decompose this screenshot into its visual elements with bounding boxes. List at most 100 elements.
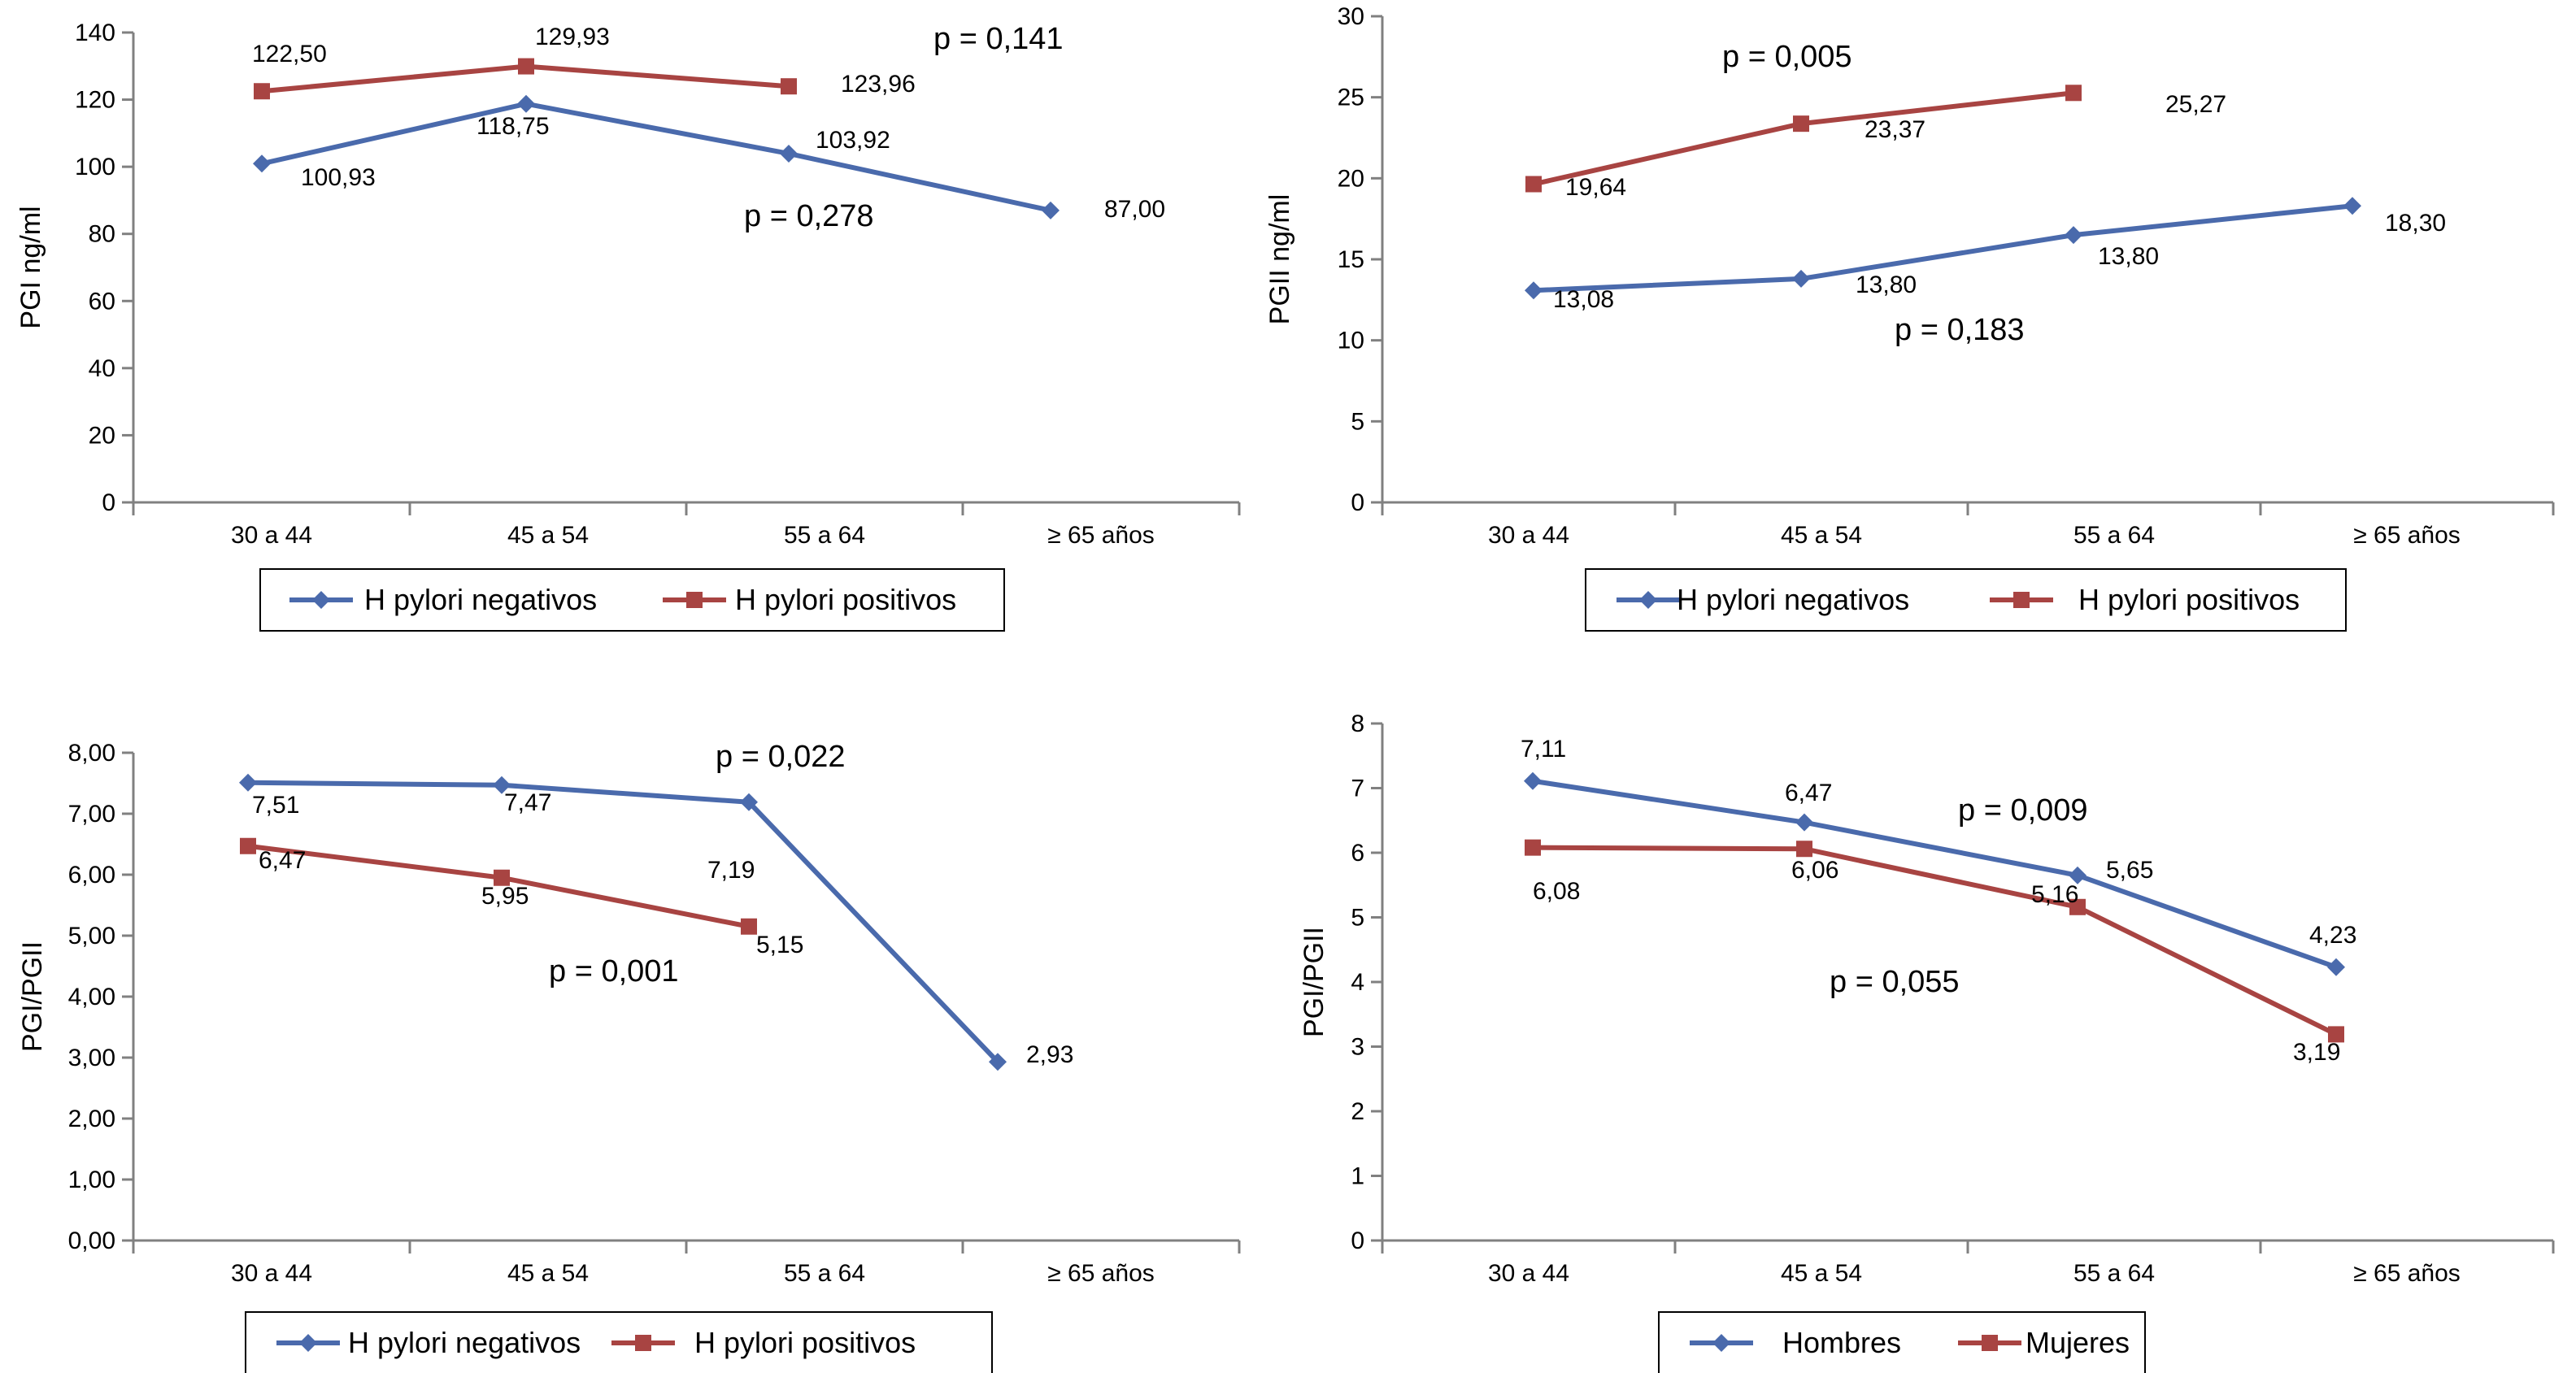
legend-box bbox=[1658, 1311, 2146, 1373]
y-tick-label: 5 bbox=[1351, 905, 1364, 932]
y-tick-label: 0 bbox=[1351, 489, 1364, 516]
data-point bbox=[741, 918, 757, 935]
legend-marker bbox=[299, 1334, 317, 1352]
data-label: 118,75 bbox=[476, 113, 550, 140]
legend-marker bbox=[635, 1335, 651, 1351]
series-line-2 bbox=[1533, 90, 2074, 187]
x-tick-label: 45 a 54 bbox=[1781, 522, 1862, 549]
p-value-annotation: p = 0,005 bbox=[1722, 40, 1852, 74]
y-tick-label: 10 bbox=[1338, 328, 1364, 354]
data-label: 87,00 bbox=[1104, 196, 1165, 223]
data-point bbox=[1042, 201, 1060, 219]
y-axis-title: PGI/PGII bbox=[1299, 927, 1329, 1037]
data-point bbox=[2069, 898, 2086, 915]
x-tick-label: 55 a 64 bbox=[784, 522, 865, 549]
legend-marker bbox=[2013, 592, 2030, 608]
p-value-annotation: p = 0,022 bbox=[716, 740, 846, 774]
data-point bbox=[253, 154, 271, 173]
data-point bbox=[1795, 813, 1813, 832]
data-point bbox=[494, 869, 510, 886]
data-label: 122,50 bbox=[252, 41, 327, 67]
legend-label: H pylori negativos bbox=[364, 583, 597, 616]
data-point bbox=[1793, 115, 1809, 133]
data-point bbox=[781, 78, 797, 95]
x-tick-label: ≥ 65 años bbox=[2353, 1260, 2461, 1287]
y-tick-label: 8 bbox=[1351, 710, 1364, 737]
data-point bbox=[2327, 958, 2345, 976]
data-point bbox=[254, 83, 270, 100]
legend-box bbox=[1585, 568, 2347, 632]
data-point bbox=[493, 776, 511, 794]
legend-label: H pylori negativos bbox=[348, 1326, 581, 1359]
y-tick-label: 140 bbox=[75, 20, 115, 46]
data-label: 7,51 bbox=[252, 792, 299, 819]
data-point bbox=[740, 793, 758, 811]
data-label: 5,65 bbox=[2106, 857, 2153, 884]
legend-label: Mujeres bbox=[2026, 1326, 2130, 1359]
legend-marker bbox=[1639, 591, 1657, 609]
x-tick-label: 55 a 64 bbox=[784, 1260, 865, 1287]
y-tick-label: 0 bbox=[102, 489, 115, 516]
data-label: 6,47 bbox=[1785, 780, 1832, 806]
data-label: 7,47 bbox=[504, 789, 551, 816]
data-label: 23,37 bbox=[1865, 116, 1925, 143]
y-tick-label: 20 bbox=[1338, 165, 1364, 192]
data-label: 5,15 bbox=[756, 932, 803, 958]
series-line-1 bbox=[261, 101, 1051, 213]
y-tick-label: 25 bbox=[1338, 85, 1364, 111]
data-label: 2,93 bbox=[1026, 1041, 1073, 1068]
x-tick-label: 45 a 54 bbox=[507, 522, 589, 549]
y-tick-label: 5,00 bbox=[68, 923, 115, 949]
data-label: 5,95 bbox=[481, 883, 529, 910]
data-label: 7,11 bbox=[1521, 736, 1566, 763]
data-point bbox=[1792, 269, 1810, 288]
data-label: 19,64 bbox=[1565, 174, 1626, 201]
y-tick-label: 15 bbox=[1338, 246, 1364, 273]
data-label: 4,23 bbox=[2309, 922, 2356, 949]
data-point bbox=[239, 773, 257, 792]
y-tick-label: 7 bbox=[1351, 776, 1364, 802]
data-label: 25,27 bbox=[2165, 91, 2226, 118]
series-line-1 bbox=[1533, 203, 2353, 293]
legend-box bbox=[259, 568, 1005, 632]
data-point bbox=[2065, 85, 2082, 102]
p-value-annotation: p = 0,183 bbox=[1895, 313, 2025, 347]
data-label: 129,93 bbox=[535, 24, 610, 50]
data-label: 13,80 bbox=[2098, 243, 2159, 270]
data-label: 13,80 bbox=[1856, 272, 1917, 298]
y-tick-label: 0,00 bbox=[68, 1227, 115, 1254]
y-tick-label: 40 bbox=[89, 355, 115, 382]
legend-marker bbox=[1982, 1335, 1998, 1351]
data-label: 18,30 bbox=[2385, 210, 2446, 237]
series-line-1 bbox=[1532, 778, 2338, 970]
p-value-annotation: p = 0,055 bbox=[1830, 965, 1960, 999]
legend-label: Hombres bbox=[1782, 1326, 1901, 1359]
y-tick-label: 100 bbox=[75, 154, 115, 180]
chart-1: 0 20 40 60 80 100 120 140 30 a 44 45 a 54 55 a 64 ≥… bbox=[15, 20, 1241, 632]
data-point bbox=[2065, 226, 2082, 245]
data-label: 6,06 bbox=[1791, 857, 1838, 884]
x-tick-label: 55 a 64 bbox=[2073, 522, 2155, 549]
y-tick-label: 7,00 bbox=[68, 801, 115, 828]
y-tick-label: 30 bbox=[1338, 3, 1364, 30]
x-tick-label: 30 a 44 bbox=[231, 1260, 312, 1287]
chart-2: 0 5 10 15 20 25 30 30 a 44 45 a 54 55 a 64 ≥ 65 añ… bbox=[1264, 3, 2555, 632]
data-point bbox=[1525, 839, 1541, 856]
data-label: 3,19 bbox=[2293, 1039, 2340, 1066]
p-value-annotation: p = 0,001 bbox=[549, 954, 679, 988]
data-label: 7,19 bbox=[707, 857, 755, 884]
y-tick-label: 4 bbox=[1351, 969, 1364, 996]
x-tick-label: 55 a 64 bbox=[2073, 1260, 2155, 1287]
y-tick-label: 1,00 bbox=[68, 1167, 115, 1193]
y-tick-label: 2,00 bbox=[68, 1106, 115, 1132]
x-tick-label: ≥ 65 años bbox=[1047, 522, 1155, 549]
y-tick-label: 6 bbox=[1351, 840, 1364, 867]
data-point bbox=[780, 144, 798, 163]
y-tick-label: 3 bbox=[1351, 1034, 1364, 1061]
data-point bbox=[518, 58, 534, 75]
legend-marker bbox=[312, 591, 330, 609]
y-tick-label: 5 bbox=[1351, 408, 1364, 435]
series-line-2 bbox=[1532, 845, 2338, 1037]
x-tick-label: ≥ 65 años bbox=[1047, 1260, 1155, 1287]
